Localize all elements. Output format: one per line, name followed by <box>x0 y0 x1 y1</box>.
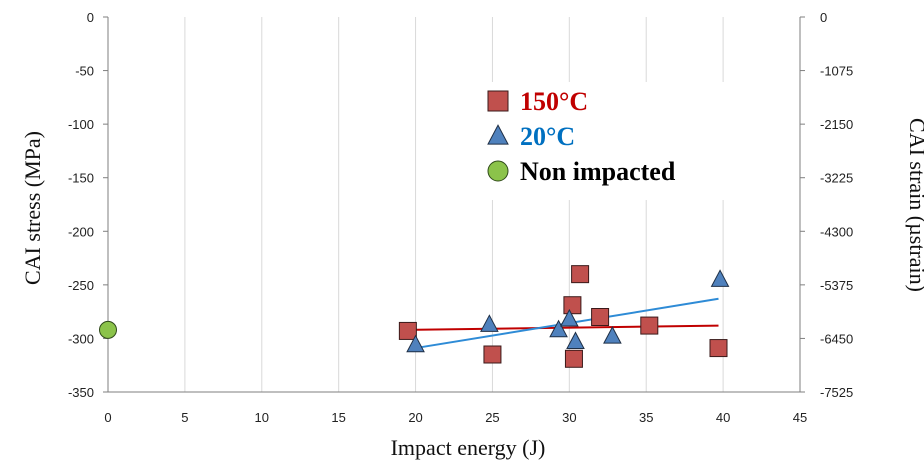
legend-marker <box>487 124 509 145</box>
y-tick-label: -150 <box>68 171 94 186</box>
legend: 150°C 20°C Non impacted <box>487 87 676 186</box>
y-tick-label: -350 <box>68 385 94 400</box>
data-points <box>99 265 730 368</box>
x-tick-label: 30 <box>562 410 576 425</box>
y2-tick-label: 0 <box>820 10 827 25</box>
y-tick-label: -100 <box>68 117 94 132</box>
y2-tick-label: -4300 <box>820 224 853 239</box>
data-point <box>99 320 117 339</box>
data-point <box>566 331 585 350</box>
data-point <box>564 349 583 368</box>
data-point <box>563 296 582 315</box>
data-point <box>549 319 568 338</box>
data-point <box>483 345 502 364</box>
x-tick-label: 0 <box>104 410 111 425</box>
legend-marker <box>487 90 509 112</box>
x-tick-label: 35 <box>639 410 653 425</box>
axes <box>103 16 805 393</box>
x-tick-label: 25 <box>485 410 499 425</box>
data-point <box>571 265 590 284</box>
data-point <box>406 334 425 353</box>
data-point <box>591 308 610 326</box>
y2-tick-label: -3225 <box>820 171 853 186</box>
x-tick-label: 40 <box>716 410 730 425</box>
legend-label: 20°C <box>520 122 575 151</box>
legend-label: Non impacted <box>520 157 676 186</box>
y-tick-label: -250 <box>68 278 94 293</box>
y-tick-label: -50 <box>75 64 94 79</box>
data-point <box>398 321 417 340</box>
y-axis-title: CAI stress (MPa) <box>20 131 45 285</box>
data-point <box>709 339 728 358</box>
x-tick-label: 45 <box>793 410 807 425</box>
y2-tick-label: -7525 <box>820 385 853 400</box>
data-point <box>710 269 730 287</box>
data-point <box>603 326 622 344</box>
legend-label: 150°C <box>520 87 588 116</box>
tick-labels: 0 5 10 15 20 25 30 35 40 45 0 -50 -100 -150 -200 -250 -3… <box>68 10 853 425</box>
legend-background <box>478 82 740 200</box>
trend-line <box>407 324 719 331</box>
y-tick-label: -200 <box>68 224 94 239</box>
y2-axis-title: CAI strain (µstrain) <box>905 118 924 292</box>
x-tick-label: 20 <box>408 410 422 425</box>
data-point <box>480 314 499 332</box>
y2-tick-label: -6450 <box>820 331 853 346</box>
data-point <box>560 308 579 327</box>
y2-tick-label: -2150 <box>820 117 853 132</box>
data-point <box>640 316 659 335</box>
y-tick-label: -300 <box>68 331 94 346</box>
x-tick-label: 10 <box>255 410 269 425</box>
x-tick-label: 15 <box>331 410 345 425</box>
x-axis-title: Impact energy (J) <box>391 435 546 460</box>
y2-tick-label: -1075 <box>820 64 853 79</box>
x-tick-label: 5 <box>181 410 188 425</box>
y-tick-label: 0 <box>87 10 94 25</box>
legend-marker <box>487 160 509 182</box>
y2-tick-label: -5375 <box>820 278 853 293</box>
